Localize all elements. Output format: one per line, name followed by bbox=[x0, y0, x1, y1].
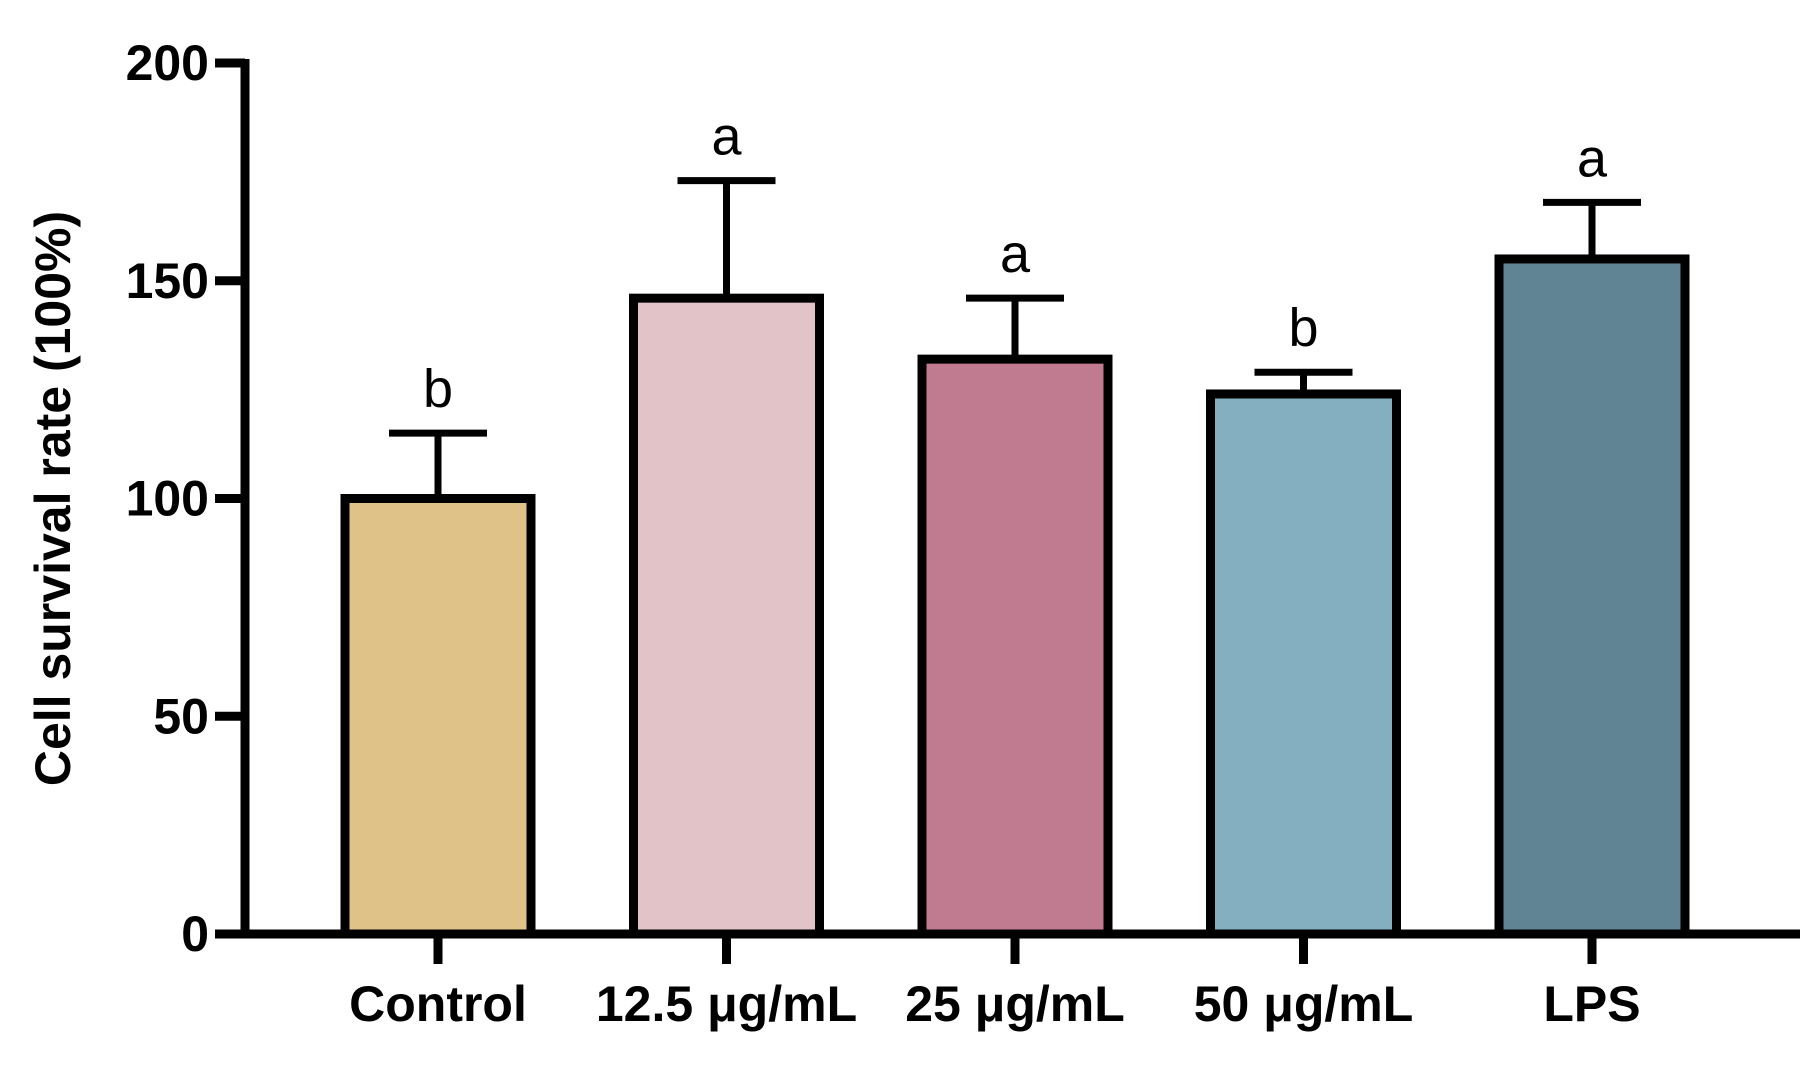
significance-label: a bbox=[1000, 224, 1031, 284]
y-tick-label: 50 bbox=[153, 688, 209, 744]
bar bbox=[917, 354, 1113, 939]
y-tick-label: 100 bbox=[126, 471, 209, 527]
bar bbox=[340, 494, 536, 939]
significance-label: b bbox=[423, 359, 453, 419]
y-axis-ticks: 0 50 100 150 200 bbox=[126, 35, 245, 962]
x-axis-ticks: Control 12.5 μg/mL 25 μg/mL 50 μg/mL LPS bbox=[349, 934, 1641, 1032]
y-tick-label: 150 bbox=[126, 253, 209, 309]
x-tick-label: Control bbox=[349, 976, 527, 1032]
bar bbox=[629, 293, 824, 939]
error-bars bbox=[389, 177, 1641, 499]
bar bbox=[1494, 254, 1690, 939]
significance-label: a bbox=[1577, 128, 1608, 188]
bar bbox=[1206, 389, 1401, 939]
bars bbox=[340, 254, 1690, 939]
significance-label: a bbox=[711, 107, 742, 167]
y-tick-label: 200 bbox=[126, 35, 209, 91]
x-tick-label: LPS bbox=[1543, 976, 1640, 1032]
x-tick-label: 12.5 μg/mL bbox=[596, 976, 857, 1032]
x-tick-label: 25 μg/mL bbox=[905, 976, 1125, 1032]
significance-label: b bbox=[1288, 298, 1318, 358]
x-tick-label: 50 μg/mL bbox=[1194, 976, 1414, 1032]
significance-labels: b a a b a bbox=[423, 107, 1608, 420]
y-axis-title: Cell survival rate (100%) bbox=[25, 211, 81, 786]
y-tick-label: 0 bbox=[181, 906, 209, 962]
